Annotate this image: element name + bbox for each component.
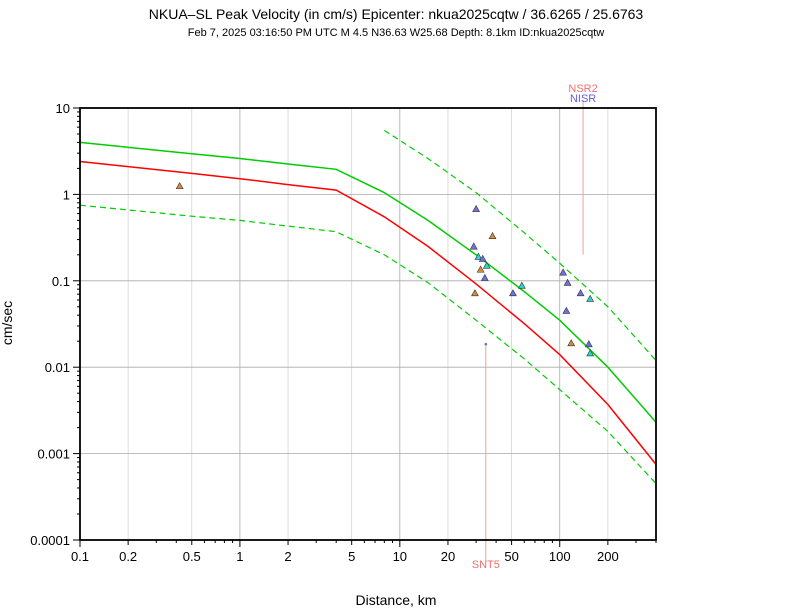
- data-point: [576, 289, 585, 297]
- data-point: [586, 349, 595, 357]
- x-axis-label: Distance, km: [356, 592, 437, 608]
- data-point: [563, 278, 572, 286]
- data-point: [472, 204, 481, 212]
- x-tick-label: 0.5: [183, 549, 201, 564]
- data-point: [559, 268, 568, 276]
- data-point: [482, 261, 491, 269]
- x-tick-label: 10: [393, 549, 407, 564]
- station-label-nisr: NISR: [570, 93, 596, 105]
- tick-labels: 0.1 0.2 0.5 1 2 5 10 20 50 100 200 0.0001 0.001 0.01 0…: [30, 101, 618, 564]
- y-tick-label: 0.1: [52, 274, 70, 289]
- y-tick-label: 0.01: [45, 360, 70, 375]
- data-point: [474, 252, 483, 260]
- x-tick-label: 5: [348, 549, 355, 564]
- data-point: [175, 182, 184, 190]
- data-point: [584, 340, 593, 348]
- data-point: [476, 265, 485, 273]
- station-marker-snt5: [484, 342, 488, 346]
- data-point: [517, 281, 526, 289]
- x-tick-label: 2: [284, 549, 291, 564]
- curve-sigma-green-dashed-2: [79, 204, 657, 485]
- y-tick-label: 10: [56, 101, 70, 116]
- station-lines: [484, 100, 584, 562]
- ticks: [73, 107, 657, 547]
- data-point: [478, 254, 487, 262]
- data-point: [509, 289, 517, 297]
- x-tick-label: 50: [504, 549, 518, 564]
- chart-subtitle: Feb 7, 2025 03:16:50 PM UTC M 4.5 N36.63…: [188, 27, 604, 39]
- curves: [79, 129, 657, 485]
- chart-title: NKUA–SL Peak Velocity (in cm/s) Epicente…: [149, 6, 644, 22]
- grid: [79, 107, 656, 541]
- station-label-snt5: SNT5: [472, 559, 500, 571]
- x-tick-label: 20: [441, 549, 455, 564]
- data-point: [471, 289, 479, 297]
- curve-median-red-0: [79, 160, 657, 465]
- x-tick-label: 200: [597, 549, 619, 564]
- x-tick-label: 1: [236, 549, 243, 564]
- x-tick-label: 0.1: [71, 549, 89, 564]
- plot-frame: [79, 107, 657, 541]
- data-point: [567, 339, 576, 347]
- y-tick-label: 0.0001: [30, 533, 70, 548]
- x-tick-label: 0.2: [119, 549, 137, 564]
- curve-sigma-green-dashed-3: [383, 129, 657, 361]
- data-point: [480, 273, 489, 281]
- x-tick-label: 100: [549, 549, 571, 564]
- station-label-nsr2: NSR2: [568, 83, 597, 95]
- y-tick-label: 0.001: [37, 447, 70, 462]
- data-point: [488, 231, 497, 240]
- y-tick-label: 1: [63, 187, 70, 202]
- data-point: [562, 306, 571, 314]
- data-point: [469, 242, 478, 250]
- y-axis-label: cm/sec: [0, 301, 15, 345]
- curve-upper-green-1: [79, 141, 657, 423]
- points: [175, 182, 595, 357]
- data-point: [586, 294, 595, 302]
